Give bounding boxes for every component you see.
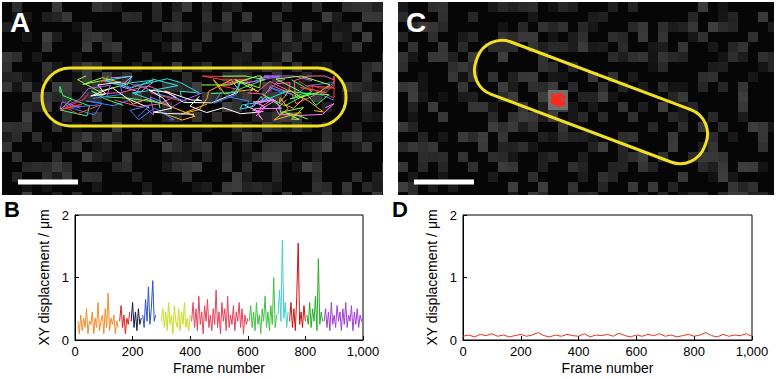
svg-text:200: 200	[122, 344, 144, 359]
svg-text:B: B	[4, 197, 20, 222]
svg-text:400: 400	[179, 344, 201, 359]
svg-text:2: 2	[450, 208, 457, 223]
svg-text:Frame number: Frame number	[173, 360, 265, 376]
svg-text:800: 800	[683, 344, 705, 359]
svg-text:2: 2	[62, 208, 69, 223]
svg-text:200: 200	[510, 344, 532, 359]
svg-text:600: 600	[626, 344, 648, 359]
svg-text:600: 600	[237, 344, 259, 359]
svg-text:400: 400	[568, 344, 590, 359]
svg-text:0: 0	[71, 344, 78, 359]
svg-text:1,000: 1,000	[347, 344, 380, 359]
svg-text:Frame number: Frame number	[562, 360, 654, 376]
svg-text:0: 0	[62, 333, 69, 348]
svg-text:D: D	[392, 197, 408, 222]
svg-text:A: A	[10, 7, 30, 38]
svg-text:0: 0	[450, 333, 457, 348]
svg-text:XY displacement / μm: XY displacement / μm	[36, 209, 52, 345]
svg-text:0: 0	[459, 344, 466, 359]
svg-text:C: C	[406, 7, 426, 38]
svg-text:1: 1	[450, 270, 457, 285]
svg-text:1,000: 1,000	[736, 344, 769, 359]
svg-text:XY displacement / μm: XY displacement / μm	[424, 209, 440, 345]
svg-text:800: 800	[295, 344, 317, 359]
svg-text:1: 1	[62, 270, 69, 285]
